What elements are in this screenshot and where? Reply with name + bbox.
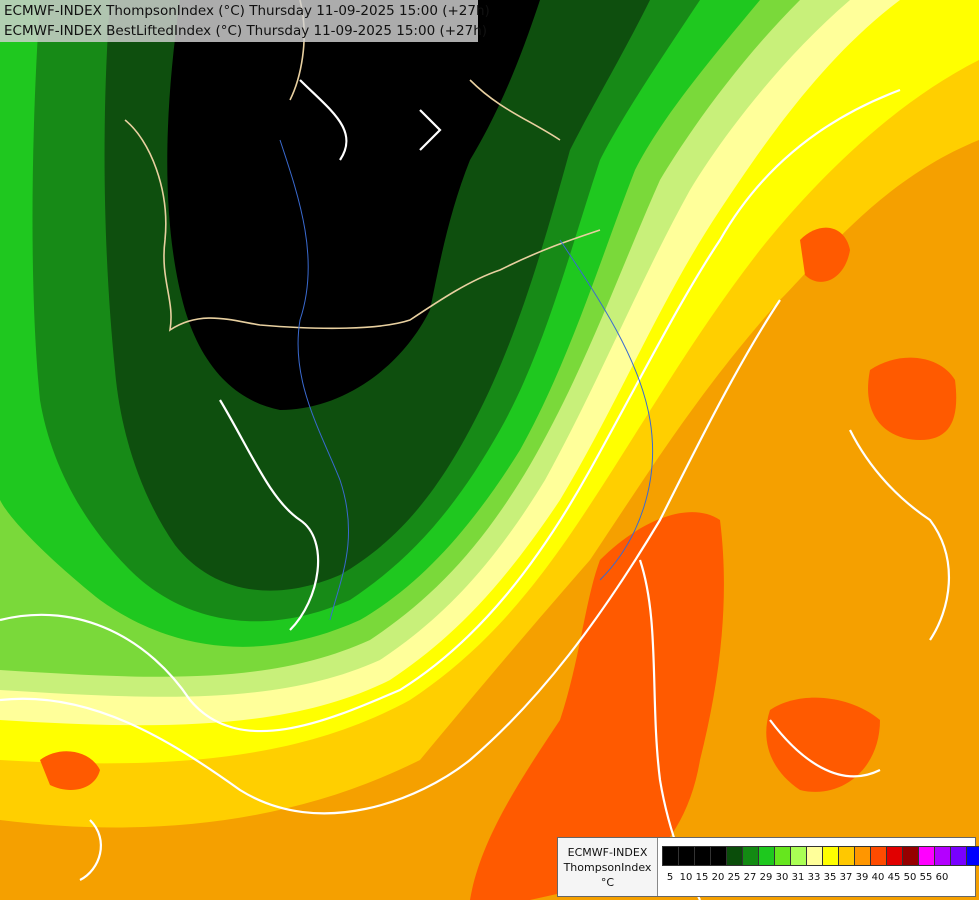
legend-swatch bbox=[742, 846, 759, 866]
legend-swatch bbox=[918, 846, 935, 866]
legend-swatch bbox=[950, 846, 967, 866]
legend-swatch bbox=[838, 846, 855, 866]
legend-tick-label: 55 bbox=[919, 872, 933, 883]
legend-tick-label: 37 bbox=[839, 872, 853, 883]
field-red-orange-sw bbox=[40, 751, 100, 790]
color-legend: ECMWF-INDEX ThompsonIndex °C 5 10 15 20 25 27… bbox=[557, 837, 979, 897]
field-red-orange-east bbox=[868, 357, 957, 440]
legend-tick-label: 5 bbox=[666, 872, 674, 883]
legend-swatch bbox=[790, 846, 807, 866]
legend-swatch bbox=[662, 846, 679, 866]
legend-tick-label: 27 bbox=[743, 872, 757, 883]
title-line-lifted: ECMWF-INDEX BestLiftedIndex (°C) Thursda… bbox=[4, 23, 488, 39]
legend-swatch bbox=[726, 846, 743, 866]
legend-tick-label: 25 bbox=[727, 872, 741, 883]
legend-tick-label: 40 bbox=[871, 872, 885, 883]
legend-label: ECMWF-INDEX ThompsonIndex °C bbox=[558, 838, 658, 896]
legend-tick-label: 60 bbox=[935, 872, 949, 883]
legend-tick-label: 50 bbox=[903, 872, 917, 883]
legend-swatch bbox=[870, 846, 887, 866]
legend-tick-label: 31 bbox=[791, 872, 805, 883]
legend-swatch bbox=[678, 846, 695, 866]
legend-swatch bbox=[934, 846, 951, 866]
legend-swatch bbox=[694, 846, 711, 866]
legend-swatch bbox=[902, 846, 919, 866]
rivers bbox=[279, 139, 653, 621]
legend-swatch bbox=[822, 846, 839, 866]
legend-swatches bbox=[662, 846, 979, 866]
legend-tick-label: 20 bbox=[711, 872, 725, 883]
legend-tick-label: 30 bbox=[775, 872, 789, 883]
legend-ticks: 5 10 15 20 25 27 29 30 31 33 35 37 39 40 45 50 55 60 bbox=[662, 872, 950, 883]
legend-tick-label: 35 bbox=[823, 872, 837, 883]
map-title: ECMWF-INDEX ThompsonIndex (°C) Thursday … bbox=[0, 0, 490, 42]
legend-name: ThompsonIndex bbox=[563, 861, 652, 874]
legend-tick-label: 15 bbox=[695, 872, 709, 883]
field-red-orange-ne bbox=[800, 227, 850, 282]
legend-tick-label: 10 bbox=[679, 872, 693, 883]
title-line-thompson: ECMWF-INDEX ThompsonIndex (°C) Thursday … bbox=[4, 3, 490, 19]
legend-tick-label: 45 bbox=[887, 872, 901, 883]
legend-swatch bbox=[710, 846, 727, 866]
legend-model: ECMWF-INDEX bbox=[567, 846, 648, 859]
field-red-orange-center bbox=[470, 512, 724, 900]
legend-tick-label: 39 bbox=[855, 872, 869, 883]
legend-swatch bbox=[806, 846, 823, 866]
legend-swatch bbox=[886, 846, 903, 866]
field-red-orange-se bbox=[766, 697, 880, 792]
legend-tick-label: 33 bbox=[807, 872, 821, 883]
legend-swatch bbox=[758, 846, 775, 866]
legend-swatch bbox=[966, 846, 979, 866]
legend-tick-label: 29 bbox=[759, 872, 773, 883]
field-black-core bbox=[167, 0, 540, 410]
legend-swatch bbox=[774, 846, 791, 866]
legend-swatch bbox=[854, 846, 871, 866]
legend-unit: °C bbox=[600, 876, 615, 889]
